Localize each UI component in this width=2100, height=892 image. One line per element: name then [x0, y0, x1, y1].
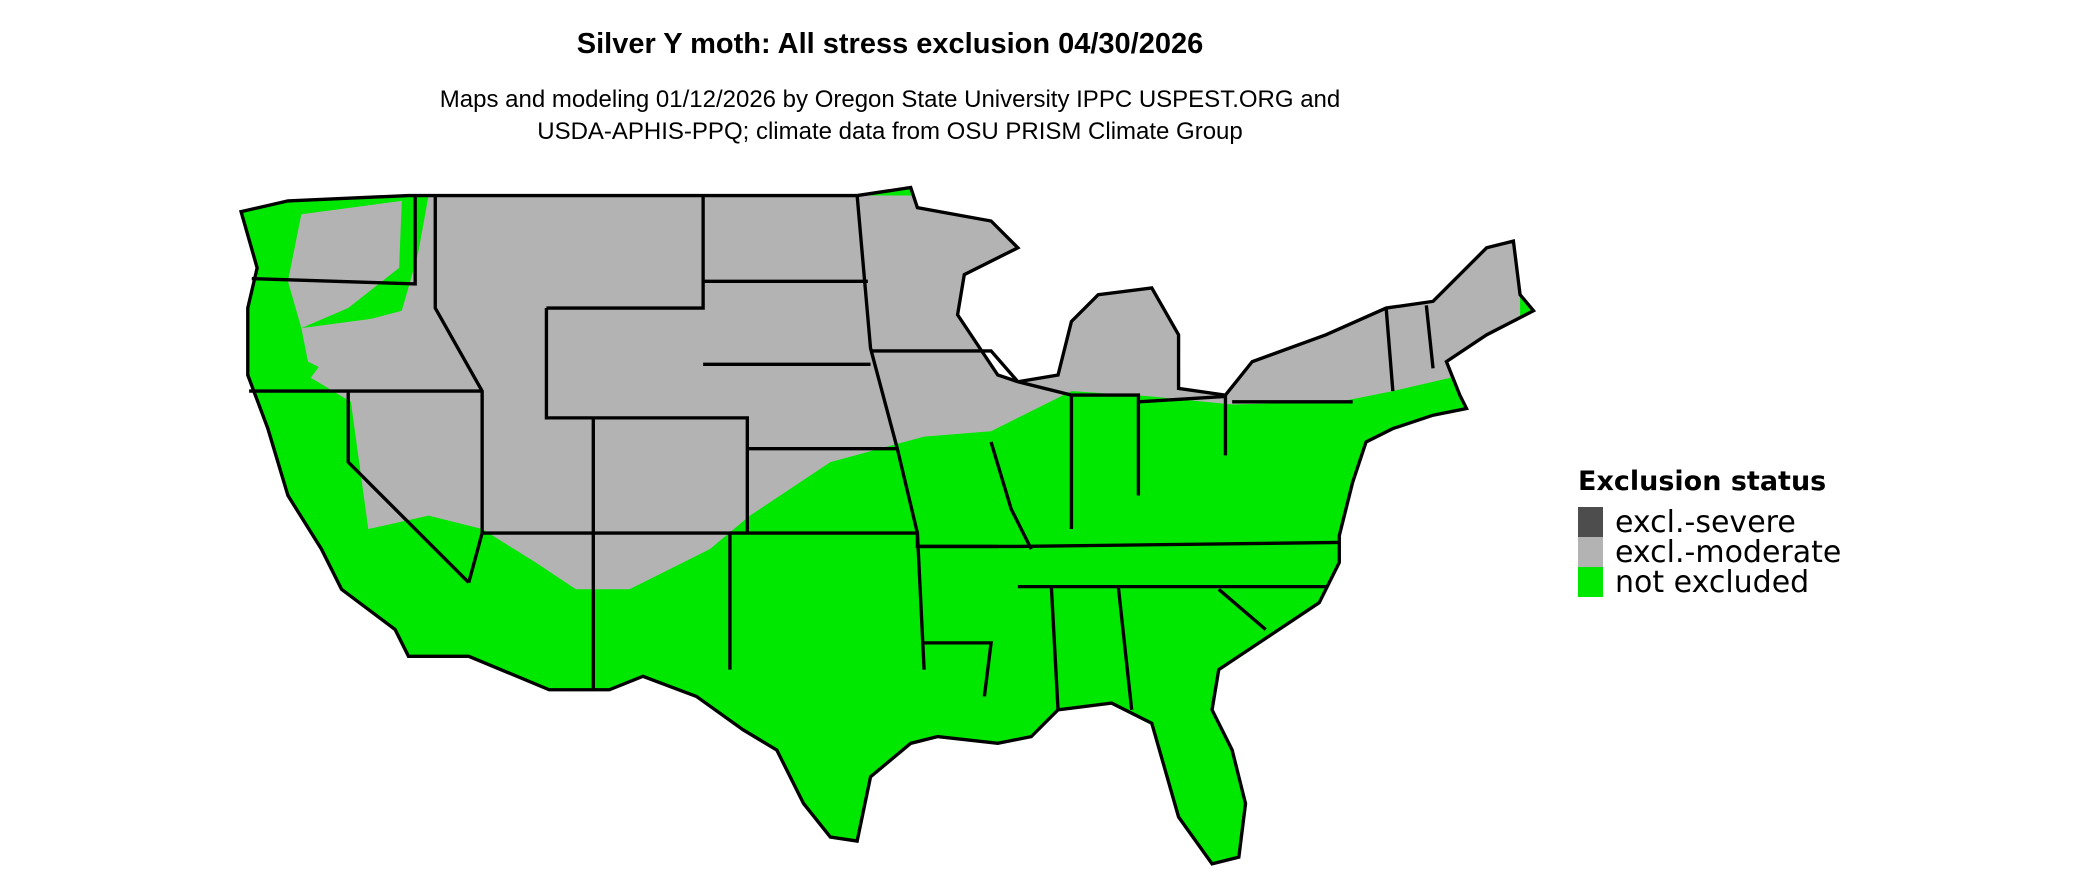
legend-label: not excluded: [1615, 564, 1810, 600]
subtitle-line-1: Maps and modeling 01/12/2026 by Oregon S…: [439, 86, 1341, 113]
moderate-exclusion-area: [301, 314, 409, 382]
map-subtitle: Maps and modeling 01/12/2026 by Oregon S…: [0, 84, 1780, 148]
legend-label: excl.-moderate: [1615, 534, 1842, 570]
moderate-exclusion-area: [287, 200, 402, 329]
legend-item-moderate: excl.-moderate: [1578, 534, 1842, 570]
legend-item-not-excluded: not excluded: [1578, 564, 1841, 600]
legend-swatch: [1578, 507, 1603, 537]
state-borders: [239, 185, 1536, 866]
legend-swatch: [1578, 537, 1603, 567]
map-title: Silver Y moth: All stress exclusion 04/3…: [576, 28, 1204, 60]
subtitle-line-2: USDA-APHIS-PPQ; climate data from OSU PR…: [537, 118, 1243, 145]
legend-label: excl.-severe: [1615, 504, 1796, 540]
legend-title: Exclusion status: [1578, 466, 1827, 497]
legend: Exclusion status excl.-severe excl.-mode…: [1578, 466, 1842, 600]
legend-item-severe: excl.-severe: [1578, 504, 1841, 540]
legend-swatch: [1578, 567, 1603, 597]
